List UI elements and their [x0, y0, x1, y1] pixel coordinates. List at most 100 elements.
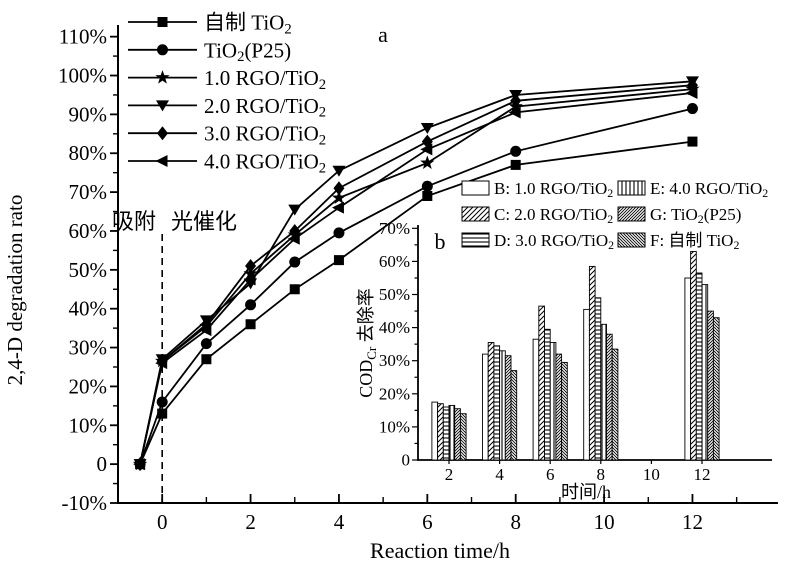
- bar-group-12: [684, 251, 720, 461]
- main-x-tick-label: 10: [594, 510, 615, 534]
- bar-D-2: [442, 406, 450, 461]
- inset-y-tick-label: 50%: [379, 285, 410, 304]
- bar-C-4: [487, 342, 495, 461]
- inset-y-axis-label: CODCr 去除率: [356, 288, 379, 398]
- main-y-tick-label: 50%: [69, 258, 108, 282]
- bar-E-8: [600, 323, 607, 461]
- main-x-tick-label: 8: [510, 510, 521, 534]
- legend-label-star: 1.0 RGO/TiO2: [204, 66, 326, 93]
- legend-item-circle: TiO2(P25): [128, 38, 291, 65]
- inset-legend-item-C: C: 2.0 RGO/TiO2: [461, 205, 613, 226]
- main-x-tick-label: 6: [422, 510, 433, 534]
- main-y-tick-label: 40%: [69, 297, 108, 321]
- bar-F-8: [611, 348, 619, 461]
- inset-legend: B: 1.0 RGO/TiO2 C: 2.0 RGO/TiO2 D: 3.0 RGO…: [461, 179, 768, 252]
- bar-group-2: [431, 401, 467, 461]
- inset-legend-item-B: B: 1.0 RGO/TiO2: [461, 179, 613, 200]
- panel-b-label: b: [435, 229, 446, 254]
- main-y-tick-label: -10%: [62, 491, 108, 515]
- inset-legend-item-G: G: TiO2(P25): [617, 205, 741, 226]
- main-y-tick-label: 100%: [58, 64, 107, 88]
- bar-E-6: [549, 342, 557, 461]
- legend-label-triangle-left: 4.0 RGO/TiO2: [204, 150, 326, 177]
- bar-E-2: [448, 404, 456, 461]
- inset-legend-label-G: G: TiO2(P25): [650, 205, 741, 226]
- bar-F-12: [712, 317, 720, 461]
- legend-label-square: 自制 TiO2: [204, 11, 292, 38]
- bar-B-8: [583, 308, 590, 461]
- bar-group-6: [532, 305, 568, 461]
- main-y-tick-label: 30%: [69, 336, 108, 360]
- inset-legend-label-C: C: 2.0 RGO/TiO2: [494, 205, 613, 226]
- inset-y-tick-label: 30%: [379, 351, 410, 370]
- legend-label-circle: TiO2(P25): [204, 38, 291, 65]
- legend-item-star: 1.0 RGO/TiO2: [128, 66, 326, 93]
- main-x-tick-label: 0: [157, 510, 168, 534]
- inset-y-tick-label: 60%: [379, 252, 410, 271]
- inset-x-tick-label: 12: [694, 465, 711, 484]
- main-line-chart: -10% 0 10% 20% 30% 40% 50% 60% 70% 80% 90% 100% 110%…: [58, 11, 778, 534]
- bar-F-4: [510, 370, 518, 461]
- bar-group-4: [482, 342, 518, 461]
- bar-G-8: [606, 333, 613, 461]
- main-x-axis-ticks: 0 2 4 6 8 10 12: [117, 494, 738, 534]
- inset-x-tick-label: 10: [643, 465, 660, 484]
- main-x-tick-label: 2: [245, 510, 256, 534]
- y-axis-label: 2,4-D degradation rato: [3, 195, 27, 386]
- bar-D-8: [594, 297, 602, 461]
- adsorption-label: 吸附: [112, 209, 156, 234]
- inset-legend-item-D: D: 3.0 RGO/TiO2: [461, 231, 614, 252]
- main-y-tick-label: 60%: [69, 219, 108, 243]
- inset-x-tick-label: 6: [546, 465, 555, 484]
- inset-x-axis-ticks: 2 4 6 8 10 12: [445, 460, 711, 484]
- main-x-tick-label: 4: [334, 510, 345, 534]
- main-y-tick-label: 70%: [69, 180, 108, 204]
- inset-legend-label-D: D: 3.0 RGO/TiO2: [494, 231, 614, 252]
- main-y-tick-label: 10%: [69, 413, 108, 437]
- bar-C-2: [437, 403, 444, 461]
- bar-E-12: [701, 284, 709, 461]
- inset-y-tick-label: 10%: [379, 417, 410, 436]
- inset-y-tick-label: 0: [402, 451, 411, 470]
- bar-B-2: [431, 401, 439, 461]
- bar-G-4: [504, 355, 512, 461]
- x-axis-label: Reaction time/h: [370, 538, 510, 563]
- photocatalysis-label: 光催化: [171, 209, 237, 234]
- bar-B-6: [532, 338, 540, 461]
- legend-item-triangle-left: 4.0 RGO/TiO2: [128, 150, 326, 177]
- inset-y-axis-ticks: 0 10% 20% 30% 40% 50% 60% 70%: [379, 219, 418, 470]
- bar-D-4: [493, 345, 501, 461]
- inset-legend-item-E: E: 4.0 RGO/TiO2: [617, 179, 768, 200]
- inset-legend-label-B: B: 1.0 RGO/TiO2: [494, 179, 613, 200]
- bar-G-2: [454, 408, 461, 461]
- panel-a-label: a: [378, 22, 388, 47]
- main-y-tick-label: 20%: [69, 374, 108, 398]
- bar-E-4: [499, 350, 506, 461]
- inset-bar-chart: 0 10% 20% 30% 40% 50% 60% 70% 2 4 6 8 10 12 CODCr 去除率 B…: [356, 179, 772, 484]
- legend-item-square: 自制 TiO2: [128, 11, 292, 38]
- inset-legend-item-F: F: 自制 TiO2: [617, 231, 739, 252]
- bar-F-6: [561, 361, 568, 461]
- inset-x-tick-label: 4: [495, 465, 504, 484]
- legend-label-diamond: 3.0 RGO/TiO2: [204, 122, 326, 149]
- inset-y-tick-label: 70%: [379, 219, 410, 238]
- main-y-tick-label: 110%: [59, 25, 107, 49]
- inset-legend-label-F: F: 自制 TiO2: [650, 231, 739, 252]
- legend-label-triangle-down: 2.0 RGO/TiO2: [204, 94, 326, 121]
- main-y-tick-label: 90%: [69, 102, 108, 126]
- bar-C-8: [588, 265, 596, 461]
- legend-item-triangle-down: 2.0 RGO/TiO2: [128, 94, 326, 121]
- main-x-tick-label: 12: [682, 510, 703, 534]
- inset-y-tick-label: 40%: [379, 318, 410, 337]
- main-y-tick-label: 80%: [69, 141, 108, 165]
- inset-x-axis-label: 时间/h: [561, 482, 611, 502]
- inset-x-tick-label: 2: [445, 465, 454, 484]
- bar-group-8: [583, 265, 619, 461]
- bar-B-12: [684, 277, 692, 461]
- bar-B-4: [482, 353, 489, 461]
- inset-legend-label-E: E: 4.0 RGO/TiO2: [650, 179, 768, 200]
- inset-x-tick-label: 8: [597, 465, 606, 484]
